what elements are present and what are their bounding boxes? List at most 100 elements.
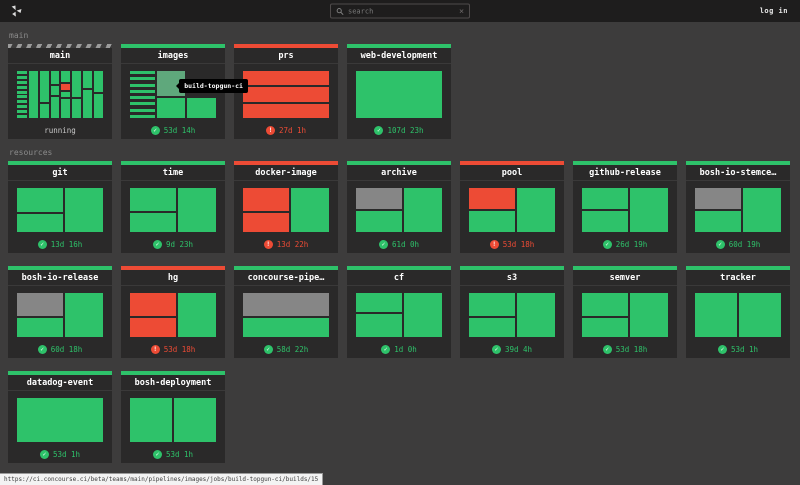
card-title: pool bbox=[460, 165, 564, 181]
preview-box-red bbox=[61, 84, 71, 91]
card-status-bar bbox=[234, 266, 338, 270]
preview-column bbox=[94, 71, 104, 118]
resource-card-time[interactable]: time ✓ 9d 23h bbox=[121, 161, 225, 253]
preview-box-green bbox=[743, 188, 781, 232]
preview-column bbox=[743, 188, 781, 232]
preview-box-green bbox=[50, 97, 60, 118]
card-status: ✓ 53d 18h bbox=[573, 341, 677, 358]
resource-card-s3[interactable]: s3 ✓ 39d 4h bbox=[460, 266, 564, 358]
preview-box-green bbox=[61, 71, 71, 83]
preview-box-gray bbox=[243, 293, 329, 317]
preview-box-green bbox=[469, 293, 516, 317]
resource-card-git[interactable]: git ✓ 13d 16h bbox=[8, 161, 112, 253]
preview-column bbox=[517, 188, 555, 232]
card-status-bar bbox=[121, 371, 225, 375]
card-title: tracker bbox=[686, 270, 790, 286]
status-duration: 53d 1h bbox=[52, 450, 81, 459]
pipeline-card-images[interactable]: images build-topgun-ci ✓ 53d 14h bbox=[121, 44, 248, 139]
pipeline-card-prs[interactable]: prs! 27d 1h bbox=[234, 44, 338, 139]
section-label: main bbox=[9, 31, 29, 40]
preview-column bbox=[130, 188, 177, 232]
preview-column bbox=[582, 188, 629, 232]
status-duration: 13d 22h bbox=[276, 240, 309, 249]
resource-card-bosh-deployment[interactable]: bosh-deployment ✓ 53d 1h bbox=[121, 371, 225, 463]
pipeline-preview bbox=[347, 64, 451, 122]
preview-box-green bbox=[130, 398, 172, 442]
resource-stripe bbox=[130, 114, 155, 118]
card-title: images bbox=[121, 48, 225, 64]
card-status-bar bbox=[234, 44, 338, 48]
preview-column bbox=[174, 398, 216, 442]
preview-column bbox=[517, 293, 555, 337]
concourse-logo-icon[interactable] bbox=[8, 4, 23, 19]
preview-box-green bbox=[50, 71, 60, 85]
pipeline-card-main[interactable]: main running bbox=[8, 44, 112, 139]
status-duration: 53d 1h bbox=[165, 450, 194, 459]
preview-box-green bbox=[178, 293, 216, 337]
resource-stripe bbox=[130, 77, 155, 81]
preview-box-red bbox=[130, 318, 177, 337]
resource-card-github-release[interactable]: github-release ✓ 26d 19h bbox=[573, 161, 677, 253]
resource-stripe bbox=[17, 71, 27, 74]
preview-box-red bbox=[130, 293, 177, 317]
resource-card-concourse-pipe[interactable]: concourse-pipe… ✓ 58d 22h bbox=[234, 266, 338, 358]
status-duration: 53d 18h bbox=[615, 345, 648, 354]
card-status: ✓ 60d 18h bbox=[8, 341, 112, 358]
login-button[interactable]: log in bbox=[759, 7, 788, 15]
card-status: running bbox=[8, 122, 112, 139]
card-title: main bbox=[8, 48, 112, 64]
preview-column bbox=[28, 71, 38, 118]
resource-card-bosh-io-stemce[interactable]: bosh-io-stemce… ✓ 60d 19h bbox=[686, 161, 790, 253]
clear-search-icon[interactable]: ✕ bbox=[459, 6, 464, 15]
preview-column bbox=[130, 398, 172, 442]
resource-card-datadog-event[interactable]: datadog-event ✓ 53d 1h bbox=[8, 371, 112, 463]
card-title: bosh-io-release bbox=[8, 270, 112, 286]
preview-column bbox=[65, 293, 103, 337]
card-title: bosh-io-stemce… bbox=[686, 165, 790, 181]
resource-card-cf[interactable]: cf ✓ 1d 0h bbox=[347, 266, 451, 358]
card-title: cf bbox=[347, 270, 451, 286]
preview-column bbox=[404, 188, 442, 232]
card-status: ✓ 53d 1h bbox=[8, 446, 112, 463]
resource-stripe bbox=[130, 108, 155, 112]
resource-card-docker-image[interactable]: docker-image! 13d 22h bbox=[234, 161, 338, 253]
pipeline-preview: build-topgun-ci bbox=[121, 64, 248, 122]
preview-box-green bbox=[187, 97, 216, 118]
preview-column bbox=[243, 293, 329, 337]
preview-box-green bbox=[630, 188, 668, 232]
resource-card-hg[interactable]: hg! 53d 18h bbox=[121, 266, 225, 358]
preview-column bbox=[130, 71, 155, 118]
preview-column bbox=[17, 293, 64, 337]
status-duration: 9d 23h bbox=[165, 240, 194, 249]
success-icon: ✓ bbox=[715, 240, 725, 249]
preview-column bbox=[178, 188, 216, 232]
preview-box-green bbox=[83, 89, 93, 118]
pipeline-preview bbox=[573, 286, 677, 341]
card-title: web-development bbox=[347, 48, 451, 64]
resource-card-archive[interactable]: archive ✓ 61d 0h bbox=[347, 161, 451, 253]
card-status-bar bbox=[8, 44, 112, 48]
card-status: ✓ 26d 19h bbox=[573, 236, 677, 253]
preview-column bbox=[187, 71, 216, 118]
resource-card-tracker[interactable]: tracker ✓ 53d 1h bbox=[686, 266, 790, 358]
preview-box-green bbox=[61, 99, 71, 118]
search-input[interactable] bbox=[348, 7, 460, 15]
preview-column bbox=[17, 71, 27, 118]
success-icon: ✓ bbox=[37, 345, 47, 354]
preview-box-green bbox=[72, 71, 82, 97]
pipeline-card-web-development[interactable]: web-development ✓ 107d 23h bbox=[347, 44, 451, 139]
preview-box-green bbox=[356, 71, 442, 118]
preview-box-green bbox=[83, 71, 93, 88]
resource-stripe bbox=[17, 100, 27, 104]
preview-column bbox=[17, 398, 103, 442]
preview-column bbox=[739, 293, 781, 337]
preview-box-green bbox=[28, 71, 38, 118]
preview-box-green bbox=[156, 97, 186, 118]
card-grid: main running images build-topgun-ci ✓ 53d 14h… bbox=[0, 44, 800, 139]
card-status-bar bbox=[121, 266, 225, 270]
card-status: ✓ 53d 14h bbox=[121, 122, 225, 139]
preview-column bbox=[156, 71, 186, 118]
resource-card-bosh-io-release[interactable]: bosh-io-release ✓ 60d 18h bbox=[8, 266, 112, 358]
resource-card-pool[interactable]: pool! 53d 18h bbox=[460, 161, 564, 253]
resource-card-semver[interactable]: semver ✓ 53d 18h bbox=[573, 266, 677, 358]
